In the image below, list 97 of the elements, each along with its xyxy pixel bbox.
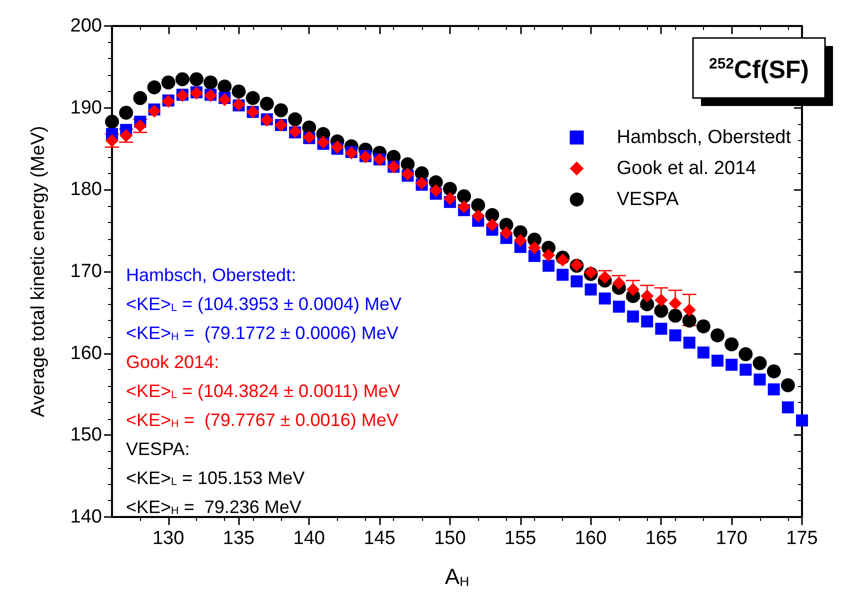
x-tick-label: 145 (364, 528, 396, 549)
point (542, 260, 555, 272)
point (738, 347, 753, 362)
x-tick-label: 170 (716, 528, 748, 549)
point (724, 337, 739, 352)
annotation: <KE>H = (79.7767 ± 0.0016) MeV (126, 410, 398, 430)
point (626, 283, 640, 296)
point (556, 254, 570, 267)
point (119, 106, 134, 120)
point (669, 329, 682, 342)
point (654, 304, 668, 318)
y-tick-label: 170 (70, 261, 102, 282)
annotation: <KE>H = (79.1772 ± 0.0006) MeV (126, 323, 398, 344)
point (429, 184, 442, 197)
point (668, 308, 682, 323)
point (472, 209, 485, 222)
point (710, 328, 725, 342)
point (105, 114, 119, 129)
point (740, 364, 752, 376)
point (161, 75, 176, 90)
point (443, 192, 456, 206)
point (682, 303, 696, 316)
point (598, 292, 611, 305)
point (458, 200, 471, 214)
point (148, 104, 161, 118)
annotation: VESPA: (126, 439, 190, 459)
point (654, 294, 668, 307)
point (232, 84, 246, 98)
point (288, 112, 302, 126)
y-tick-label: 190 (70, 97, 102, 118)
point (754, 374, 766, 386)
point (556, 268, 569, 281)
point (796, 414, 808, 426)
point (471, 198, 486, 212)
point (726, 358, 738, 371)
point (274, 103, 288, 118)
y-tick-label: 180 (70, 179, 102, 200)
x-tick-label: 150 (434, 528, 466, 549)
legend-label: Gook et al. 2014 (616, 158, 757, 179)
point (175, 72, 190, 86)
point (655, 322, 668, 335)
y-tick-label: 200 (70, 16, 102, 36)
point (133, 91, 148, 106)
point (260, 96, 274, 111)
point (697, 346, 710, 359)
point (485, 208, 500, 222)
annotation: <KE>L = (104.3953 ± 0.0004) MeV (126, 294, 402, 314)
x-tick-label: 130 (152, 528, 184, 549)
annotation: <KE>L = (104.3824 ± 0.0011) MeV (126, 381, 400, 402)
point (627, 310, 640, 323)
x-tick-label: 135 (222, 528, 255, 549)
point (641, 315, 654, 328)
point (752, 356, 767, 370)
point (668, 296, 682, 310)
point (190, 72, 204, 86)
legend-label: Hambsch, Oberstedt (616, 127, 792, 148)
point (766, 364, 781, 378)
y-tick-label: 140 (70, 506, 102, 528)
point (570, 275, 583, 288)
point (696, 319, 710, 334)
point (218, 80, 232, 94)
point (486, 218, 499, 232)
point (500, 226, 513, 240)
point (106, 134, 118, 148)
point (542, 248, 556, 262)
point (414, 166, 429, 180)
point (514, 234, 527, 247)
point (584, 284, 597, 296)
point (528, 241, 541, 254)
annotation: Hambsch, Oberstedt: (126, 265, 296, 285)
point (612, 300, 625, 313)
annotation: Gook 2014: (126, 352, 220, 372)
y-axis-title: Average total kinetic energy (MeV) (28, 126, 49, 418)
point (442, 182, 457, 196)
point (400, 157, 415, 172)
point (204, 75, 218, 90)
point (780, 378, 795, 392)
point (768, 383, 780, 396)
x-tick-label: 175 (786, 528, 818, 549)
x-tick-label: 155 (504, 528, 536, 549)
point (147, 80, 162, 94)
point (457, 189, 472, 204)
x-tick-label: 140 (293, 528, 325, 549)
x-axis-title: AH (444, 564, 470, 589)
point (782, 401, 794, 414)
y-tick-label: 160 (70, 342, 102, 364)
legend-label: VESPA (616, 189, 680, 210)
point (246, 91, 260, 106)
x-tick-label: 160 (574, 528, 607, 549)
point (683, 336, 696, 349)
x-tick-label: 165 (645, 528, 678, 549)
annotation: <KE>H = 79.236 MeV (126, 497, 302, 518)
point (640, 290, 654, 303)
point (712, 354, 724, 367)
point (682, 314, 696, 328)
annotation: <KE>L = 105.153 MeV (126, 468, 305, 488)
y-tick-label: 150 (70, 424, 102, 446)
